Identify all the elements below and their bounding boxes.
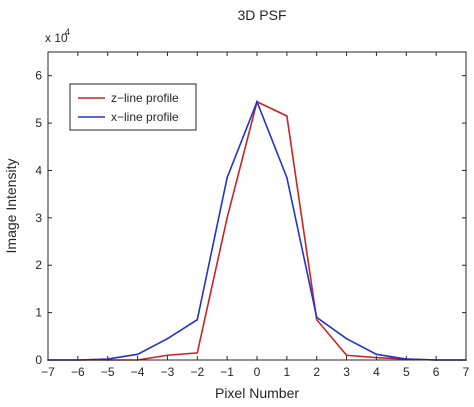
series-lines <box>47 99 467 361</box>
x-tick-label: 0 <box>254 365 261 379</box>
data-point <box>256 100 258 103</box>
y-exponent-power: 4 <box>65 27 70 37</box>
data-point <box>286 115 288 117</box>
data-point <box>375 356 378 359</box>
plot-frame <box>47 51 467 361</box>
x-tick-label: 6 <box>433 365 440 379</box>
x-tick-label: 5 <box>403 365 410 379</box>
y-tick-label: 5 <box>35 116 42 130</box>
data-point <box>375 353 378 356</box>
data-point <box>345 337 348 340</box>
y-tick-label: 3 <box>35 211 42 225</box>
data-point <box>196 318 199 321</box>
data-point <box>136 353 139 356</box>
data-point <box>286 176 288 179</box>
series-line-z <box>48 100 466 361</box>
x-tick-label: 1 <box>284 365 291 379</box>
data-point <box>106 358 109 360</box>
y-tick-label: 1 <box>35 306 42 320</box>
legend-label-z: z−line profile <box>111 91 179 105</box>
legend-box <box>69 83 197 131</box>
y-tick-label: 0 <box>35 353 42 367</box>
x-tick-label: −5 <box>101 365 115 379</box>
data-point <box>226 217 228 219</box>
data-point <box>166 337 169 340</box>
x-tick-label: −7 <box>41 365 55 379</box>
x-tick-label: 4 <box>373 365 380 379</box>
data-point <box>345 354 348 357</box>
y-axis-label: Image Intensity <box>3 159 19 254</box>
x-tick-label: 3 <box>343 365 350 379</box>
legend-label-x: x−line profile <box>111 110 179 124</box>
ticks: −7 −6 −5 −4 −3 −2 −1 0 1 2 3 4 5 6 7 0 1 2 3 4 5 6 <box>35 52 470 379</box>
data-point <box>405 358 408 360</box>
data-point <box>166 354 169 357</box>
y-exponent-label: x 10 <box>45 31 68 45</box>
data-point <box>315 316 318 319</box>
x-axis-label: Pixel Number <box>215 385 299 401</box>
x-tick-label: −1 <box>220 365 234 379</box>
x-tick-label: 2 <box>313 365 320 379</box>
x-tick-label: −2 <box>190 365 204 379</box>
data-point <box>226 176 228 179</box>
data-point <box>196 352 199 354</box>
legend: z−line profile x−line profile <box>69 83 197 131</box>
y-tick-label: 6 <box>35 69 42 83</box>
y-exponent: x 10 4 <box>45 27 70 45</box>
x-tick-label: −6 <box>71 365 85 379</box>
data-point <box>315 318 318 321</box>
x-tick-label: −4 <box>131 365 145 379</box>
series-line-x <box>48 99 466 361</box>
y-tick-label: 4 <box>35 163 42 177</box>
x-tick-label: 7 <box>463 365 470 379</box>
chart-title: 3D PSF <box>237 7 286 23</box>
y-tick-label: 2 <box>35 258 42 272</box>
x-tick-label: −3 <box>161 365 175 379</box>
